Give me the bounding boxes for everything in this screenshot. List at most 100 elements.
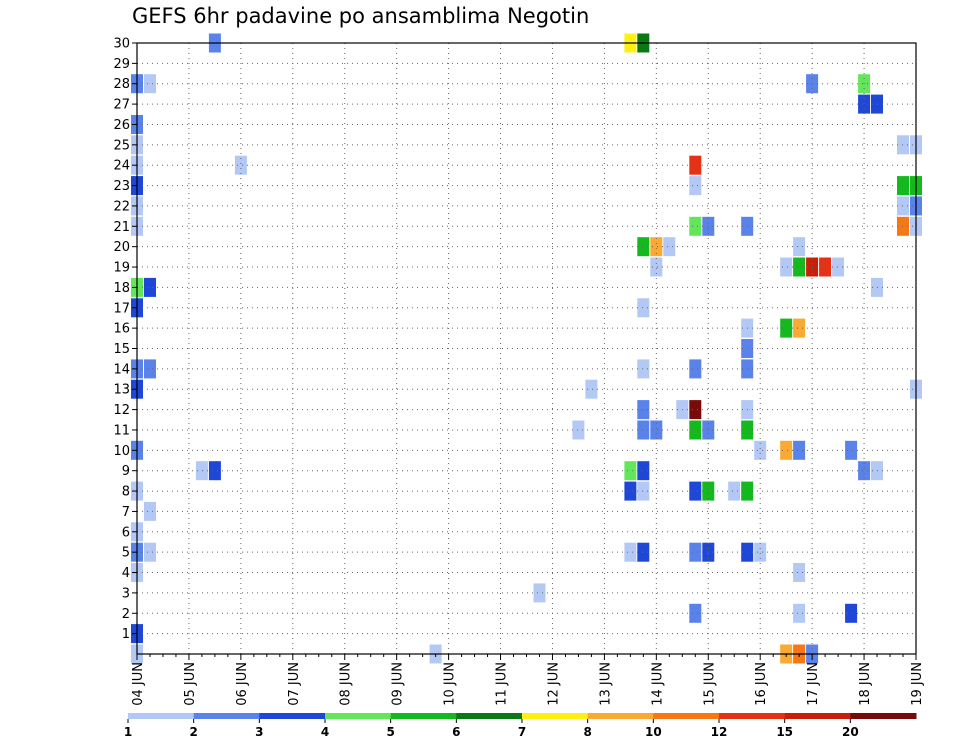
- x-tick-label: 06 JUN: [235, 662, 250, 706]
- precip-cell: [689, 481, 702, 501]
- precip-cell: [624, 542, 637, 562]
- precip-cell: [637, 461, 650, 481]
- precip-cell: [144, 74, 156, 94]
- precip-cell: [637, 481, 650, 501]
- colorbar-label: 10: [645, 725, 662, 739]
- colorbar-swatch: [784, 713, 851, 719]
- colorbar-swatch: [325, 713, 392, 719]
- colorbar-label: 7: [518, 725, 526, 739]
- precip-cell: [845, 603, 858, 623]
- y-tick-label: 8: [122, 485, 130, 500]
- precip-cell: [689, 542, 702, 562]
- precip-cell: [637, 298, 650, 318]
- y-tick-label: 18: [113, 281, 130, 296]
- y-tick-label: 2: [122, 607, 130, 622]
- colorbar-label: 8: [583, 725, 591, 739]
- precip-cell: [832, 257, 845, 277]
- y-tick-label: 12: [113, 403, 130, 418]
- x-tick-label: 17 JUN: [806, 662, 821, 706]
- y-tick-label: 3: [122, 586, 130, 601]
- precip-cell: [650, 257, 663, 277]
- precip-cell: [585, 379, 598, 399]
- colorbar-label: 5: [386, 725, 394, 739]
- precip-cell: [689, 420, 702, 440]
- y-tick-label: 1: [122, 627, 130, 642]
- precip-cell: [689, 359, 702, 379]
- y-tick-label: 20: [113, 240, 130, 255]
- precip-cell: [144, 501, 156, 521]
- precip-cell: [819, 257, 832, 277]
- y-tick-label: 13: [113, 383, 130, 398]
- x-tick-label: 15 JUN: [702, 662, 717, 706]
- precip-cell: [624, 461, 637, 481]
- x-tick-label: 10 JUN: [443, 662, 458, 706]
- precip-cell: [754, 542, 767, 562]
- colorbar-swatch: [259, 713, 326, 719]
- precip-cell: [637, 237, 650, 257]
- colorbar-label: 15: [776, 725, 793, 739]
- precip-cell: [793, 237, 806, 257]
- x-axis: 04 JUN 05 JUN 06 JUN 07 JUN 08 JUN 09 JUN 10 J…: [131, 654, 925, 706]
- y-axis: 1234567891011121314151617181920212223242…: [113, 37, 137, 642]
- precip-cell: [689, 176, 702, 196]
- x-tick-label: 16 JUN: [754, 662, 769, 706]
- y-tick-label: 7: [122, 505, 130, 520]
- x-tick-label: 13 JUN: [598, 662, 613, 706]
- colorbar-swatch: [390, 713, 457, 719]
- precip-cell: [637, 420, 650, 440]
- y-tick-label: 23: [113, 179, 130, 194]
- colorbar-label: 12: [711, 725, 728, 739]
- precip-cell: [689, 603, 702, 623]
- y-tick-label: 17: [113, 301, 130, 316]
- y-tick-label: 30: [113, 37, 130, 52]
- y-tick-label: 10: [113, 444, 130, 459]
- y-tick-label: 29: [113, 57, 130, 72]
- precip-cell: [637, 542, 650, 562]
- colorbar-label: 6: [452, 725, 460, 739]
- x-tick-label: 12 JUN: [546, 662, 561, 706]
- x-tick-label: 18 JUN: [858, 662, 873, 706]
- precip-cell: [144, 542, 156, 562]
- precip-cell: [793, 257, 806, 277]
- y-tick-label: 26: [113, 118, 130, 133]
- colorbar-label: 1: [124, 725, 132, 739]
- y-tick-label: 9: [122, 464, 130, 479]
- colorbar-label: 3: [255, 725, 263, 739]
- precip-cell: [234, 155, 247, 175]
- colorbar-swatch: [653, 713, 720, 719]
- precip-cell: [780, 257, 793, 277]
- precip-cell: [702, 481, 715, 501]
- precip-cell: [195, 461, 208, 481]
- precip-cell: [858, 461, 871, 481]
- colorbar-label: 20: [842, 725, 859, 739]
- precip-cell: [689, 155, 702, 175]
- x-tick-label: 14 JUN: [650, 662, 665, 706]
- colorbar-legend: 1 2 3 4 5 6 7 8 10 12 15 20: [124, 713, 917, 739]
- precip-cell: [858, 94, 871, 114]
- precip-cell: [689, 400, 702, 420]
- y-tick-label: 16: [113, 322, 130, 337]
- colorbar-swatch: [587, 713, 654, 719]
- precip-cell: [144, 359, 156, 379]
- precip-cell: [754, 440, 767, 460]
- precip-cell: [144, 277, 156, 297]
- y-tick-label: 11: [113, 423, 130, 438]
- precip-cell: [702, 420, 715, 440]
- x-tick-label: 04 JUN: [131, 662, 146, 706]
- colorbar-swatch: [522, 713, 589, 719]
- precip-cell: [793, 318, 806, 338]
- precip-cell: [689, 216, 702, 236]
- y-tick-label: 22: [113, 199, 130, 214]
- precip-cell: [637, 400, 650, 420]
- precip-cell: [793, 440, 806, 460]
- y-tick-label: 4: [122, 566, 130, 581]
- precip-cell: [702, 542, 715, 562]
- colorbar-label: 4: [321, 725, 329, 739]
- precip-cell: [793, 603, 806, 623]
- precip-cell: [780, 318, 793, 338]
- x-tick-label: 09 JUN: [391, 662, 406, 706]
- y-tick-label: 19: [113, 261, 130, 276]
- colorbar-swatch: [128, 713, 195, 719]
- x-tick-label: 05 JUN: [183, 662, 198, 706]
- y-tick-label: 5: [122, 546, 130, 561]
